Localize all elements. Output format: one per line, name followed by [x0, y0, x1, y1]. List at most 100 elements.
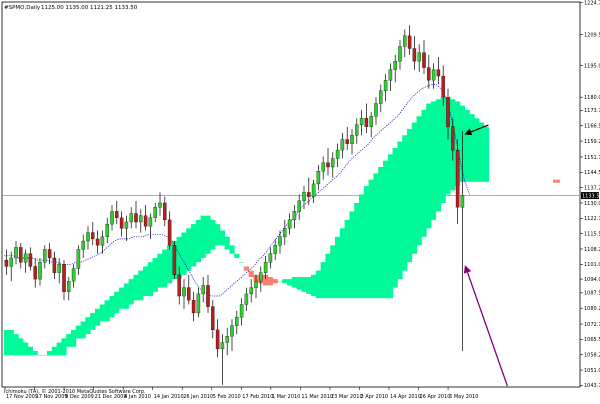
- bull-candle: [355, 124, 359, 136]
- kumo-segment: [162, 249, 168, 288]
- kumo-segment: [3, 329, 9, 356]
- bear-candle: [62, 264, 66, 292]
- kumo-segment: [368, 179, 374, 299]
- kumo-segment: [392, 147, 398, 288]
- y-tick-label: 1137.25: [584, 185, 600, 191]
- bear-candle: [307, 192, 311, 197]
- kumo-segment: [195, 219, 201, 263]
- bull-candle: [403, 35, 407, 47]
- y-tick-label: 1072.75: [584, 322, 600, 328]
- bull-candle: [302, 192, 306, 201]
- bull-candle: [350, 135, 354, 144]
- y-tick-label: 1058.25: [584, 353, 600, 359]
- kumo-segment: [56, 342, 62, 356]
- bear-candle: [326, 162, 330, 168]
- kumo-segment: [344, 219, 350, 299]
- x-tick-label: 11 Mar 2010: [301, 394, 333, 400]
- kumo-segment: [464, 109, 470, 182]
- bear-candle: [134, 213, 138, 223]
- bear-candle: [412, 48, 417, 62]
- kumo-segment: [27, 346, 33, 356]
- kumo-segment: [291, 277, 297, 288]
- bull-candle: [417, 52, 421, 62]
- kumo-segment: [407, 128, 413, 263]
- bull-candle: [239, 304, 244, 318]
- kumo-segment: [272, 279, 278, 284]
- bull-candle: [105, 223, 109, 237]
- bear-candle: [95, 238, 100, 246]
- x-tick-label: 17 Nov 2009: [6, 394, 38, 400]
- y-tick-label: 1209.55: [584, 32, 600, 38]
- x-tick-label: 17 Nov 2009: [36, 394, 68, 400]
- bull-candle: [331, 158, 335, 168]
- bull-candle: [340, 139, 345, 151]
- kumo-segment: [13, 334, 19, 356]
- x-tick-label: 26 Apr 2010: [420, 394, 451, 400]
- bull-candle: [254, 281, 258, 288]
- bull-candle: [263, 262, 268, 273]
- bear-candle: [172, 245, 177, 276]
- kumo-segment: [239, 262, 245, 263]
- x-tick-label: 2 Apr 2010: [360, 394, 388, 400]
- kumo-segment: [181, 232, 187, 275]
- y-tick-label: 1130.00: [584, 201, 600, 207]
- kumo-segment: [479, 122, 485, 182]
- bull-candle: [71, 268, 76, 282]
- copyright-label: Ichimoku (TA), © 2001-2010 MetaQuotes So…: [4, 388, 146, 395]
- bull-candle: [81, 240, 85, 250]
- kumo-segment: [421, 109, 427, 237]
- kumo-segment: [210, 219, 216, 250]
- kumo-segment: [267, 277, 273, 286]
- kumo-segment: [18, 338, 24, 356]
- x-tick-label: 21 Dec 2009: [95, 394, 127, 400]
- kumo-segment: [109, 296, 115, 318]
- y-tick-label: 1180.00: [584, 95, 600, 101]
- kumo-segment: [219, 230, 225, 246]
- kumo-segment: [277, 281, 283, 282]
- kumo-segment: [200, 215, 206, 258]
- kumo-segment: [440, 97, 446, 203]
- bull-candle: [321, 162, 325, 172]
- kumo-segment: [157, 253, 163, 288]
- bear-candle: [191, 300, 196, 314]
- bear-candle: [446, 97, 450, 127]
- kumo-segment: [99, 304, 105, 322]
- kumo-segment: [80, 321, 86, 339]
- x-tick-label: 4 Jan 2010: [124, 394, 151, 400]
- price-box: [581, 192, 599, 200]
- bull-candle: [230, 325, 234, 337]
- kumo-segment: [138, 270, 144, 301]
- x-tick-label: 5 Feb 2010: [213, 394, 241, 400]
- bull-candle: [369, 116, 373, 127]
- kumo-segment: [248, 270, 254, 277]
- kumo-segment: [119, 287, 125, 309]
- bear-candle: [455, 149, 460, 208]
- kumo-segment: [191, 224, 197, 267]
- kumo-segment: [90, 312, 96, 330]
- bull-candle: [278, 236, 282, 246]
- kumo-segment: [416, 116, 422, 246]
- kumo-segment: [435, 99, 441, 212]
- bear-candle: [422, 52, 426, 68]
- y-tick-label: 1195.00: [584, 63, 600, 69]
- kumo-segment: [143, 266, 149, 297]
- kumo-segment: [104, 300, 110, 322]
- kumo-segment: [147, 262, 153, 297]
- arrow-lower: [463, 265, 509, 387]
- kumo-segment: [123, 283, 129, 309]
- kumo-segment: [383, 160, 389, 299]
- bull-candle: [235, 317, 239, 326]
- bear-candle: [427, 67, 431, 81]
- kumo-segment: [128, 279, 134, 305]
- bull-candle: [153, 207, 157, 218]
- kumo-segment: [426, 103, 432, 229]
- kumo-segment: [85, 317, 91, 335]
- kumo-segment: [469, 114, 475, 182]
- kumo-segment: [373, 173, 379, 299]
- bull-candle: [220, 342, 225, 350]
- bear-candle: [52, 257, 57, 273]
- bear-candle: [19, 247, 23, 263]
- bear-candle: [91, 232, 95, 240]
